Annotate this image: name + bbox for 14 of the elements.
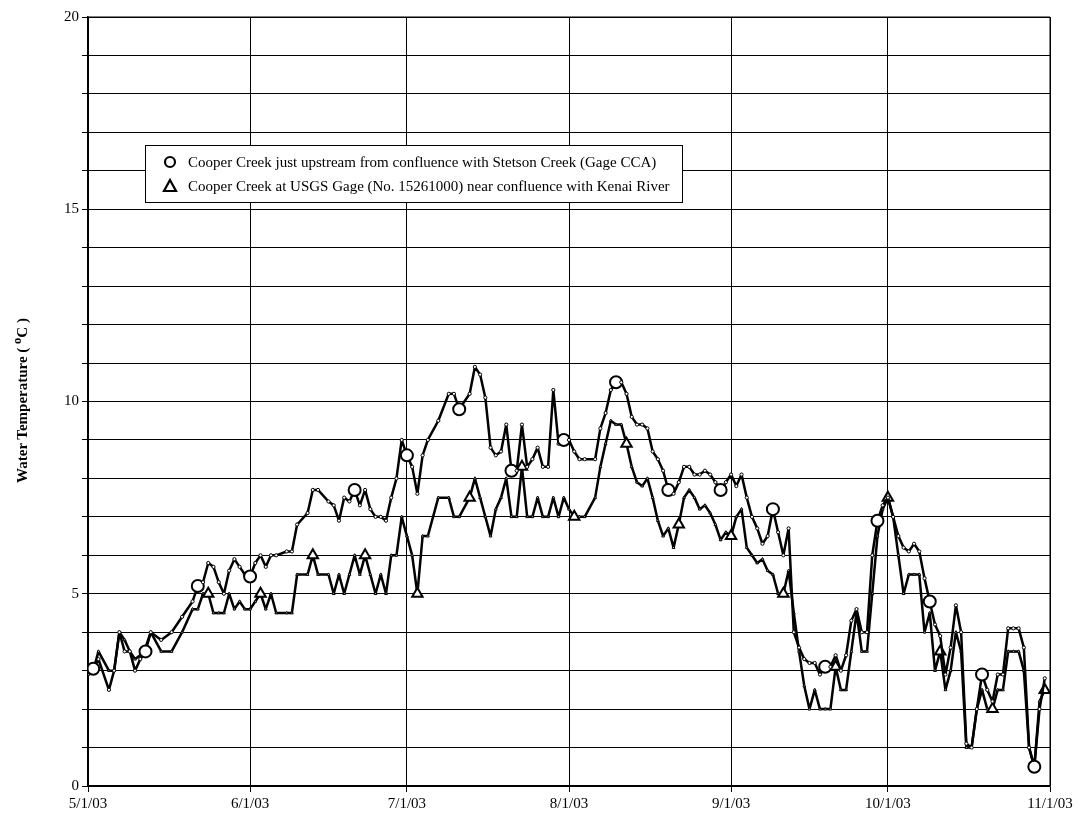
- legend-label: Cooper Creek just upstream from confluence with Stetson Creek (Gage CCA): [188, 153, 657, 172]
- y-tick-label: 15: [64, 200, 79, 217]
- x-tick-label: 7/1/03: [387, 794, 427, 811]
- x-tick-label: 5/1/03: [68, 794, 108, 811]
- x-tick-label: 8/1/03: [549, 794, 589, 811]
- y-tick-label: 0: [71, 776, 79, 793]
- x-tick-label: 10/1/03: [865, 794, 911, 811]
- x-tick-label: 6/1/03: [230, 794, 270, 811]
- x-tick-label: 9/1/03: [711, 794, 751, 811]
- y-tick-label: 10: [64, 392, 79, 409]
- legend-label: Cooper Creek at USGS Gage (No. 15261000) near confluence with Kenai River: [188, 177, 670, 196]
- x-tick-label: 11/1/03: [1027, 794, 1073, 811]
- y-tick-label: 20: [64, 7, 79, 24]
- y-tick-label: 5: [71, 584, 79, 601]
